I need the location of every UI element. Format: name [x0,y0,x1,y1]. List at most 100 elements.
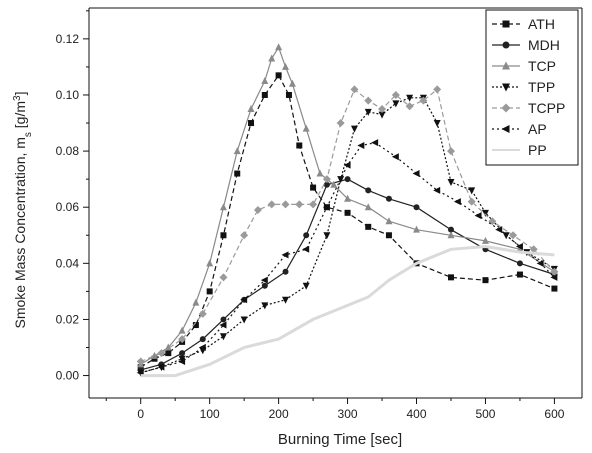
data-point-ap [157,363,165,371]
x-axis-label: Burning Time [sec] [278,431,402,448]
data-point-mdh [365,187,372,194]
x-tick-label: 500 [475,407,495,421]
data-point-ath [206,288,213,295]
series-line-tcpp [140,88,555,363]
data-point-ap [433,186,441,194]
data-point-tpp [406,94,414,102]
data-point-tcp [164,343,172,351]
data-point-ap [302,245,310,253]
data-point-ath [192,322,199,329]
y-tick-label: 0.10 [56,88,80,102]
data-point-mdh [261,282,268,289]
data-point-mdh [282,268,289,275]
data-point-tcpp [219,273,228,282]
data-point-tcp [288,79,296,87]
data-point-tcp [413,225,421,233]
data-point-ath [248,120,255,127]
data-point-ath [365,223,372,230]
y-tick-label: 0.00 [56,369,80,383]
legend-item-mdh: MDH [492,37,560,53]
x-tick-label: 200 [269,407,289,421]
data-point-mdh [413,204,420,211]
data-point-tcp [447,231,455,239]
data-point-ath [385,232,392,239]
y-axis-label-sub: s [23,132,34,137]
legend-item-pp: PP [492,142,547,158]
data-point-tcpp [295,200,304,209]
y-tick-label: 0.08 [56,144,80,158]
data-point-tcp [268,54,276,62]
data-point-ap [343,161,351,169]
data-point-ath [551,285,558,292]
data-point-ath [220,232,227,239]
data-point-tcp [233,147,241,155]
data-point-mdh [344,176,351,183]
axes-layer: 0 100 200 300 400 500 600 0.00 0.02 0.04 0.06 0.08 0… [56,7,583,421]
x-tick-label: 400 [407,407,427,421]
data-point-tcp [275,43,283,51]
legend: ATH MDH TCP TPP TCPP AP PP [485,9,579,166]
legend-label-pp: PP [528,142,547,158]
legend-label-ap: AP [528,121,547,137]
data-point-tpp [302,282,310,290]
data-point-tpp [378,111,386,119]
legend-item-tcp: TCP [492,58,556,74]
data-point-tcpp [364,96,373,105]
y-tick-label: 0.02 [56,312,80,326]
y-axis-label: Smoke Mass Concentration, ms [g/m3] [12,92,34,329]
series-line-mdh [140,178,555,371]
data-point-ath [310,184,317,191]
data-point-mdh [385,195,392,202]
data-point-ap [178,358,186,366]
data-point-ap [357,141,365,149]
data-point-tcpp [350,85,359,94]
data-point-tcp [344,194,352,202]
data-point-tcp [261,76,269,84]
data-point-tcp [385,217,393,225]
series-tcp [137,43,558,368]
data-point-tcp [206,259,214,267]
y-axis-label-sup: 3 [12,95,23,101]
x-tick-label: 0 [137,407,144,421]
x-tick-label: 300 [338,407,358,421]
data-point-tpp [261,302,269,310]
data-point-mdh [516,260,523,267]
data-point-mdh [179,350,186,357]
data-point-tcpp [509,231,518,240]
y-axis-label-main: Smoke Mass Concentration, m [12,137,28,328]
data-point-mdh [303,232,310,239]
legend-label-tcpp: TCPP [528,100,565,116]
data-point-tpp [240,316,248,324]
data-point-ap [260,276,268,284]
data-point-tcp [330,180,338,188]
data-point-ap [198,343,206,351]
legend-label-mdh: MDH [528,37,560,53]
legend-label-tcp: TCP [528,58,556,74]
y-tick-label: 0.04 [56,256,80,270]
data-point-ath [482,277,489,284]
data-point-tpp [447,178,455,186]
legend-marker-tcp [502,61,510,70]
data-point-mdh [199,336,206,343]
legend-item-tpp: TPP [492,79,555,95]
y-axis-label-close: ] [12,92,28,96]
data-point-tpp [219,333,227,341]
data-point-ap [474,212,482,220]
data-point-tcp [178,326,186,334]
legend-item-ath: ATH [492,16,555,32]
data-point-tcpp [281,200,290,209]
data-point-ap [391,153,399,161]
data-point-ath [275,72,282,79]
legend-label-ath: ATH [528,16,555,32]
legend-marker-tcpp [501,103,511,113]
legend-marker-mdh [502,41,510,49]
legend-label-tpp: TPP [528,79,555,95]
data-point-tcp [316,169,324,177]
data-point-ath [285,91,292,98]
data-point-tcpp [157,349,166,358]
data-point-tpp [481,209,489,217]
data-point-ap [550,273,558,281]
data-point-ap [495,226,503,234]
legend-marker-tpp [502,83,510,92]
